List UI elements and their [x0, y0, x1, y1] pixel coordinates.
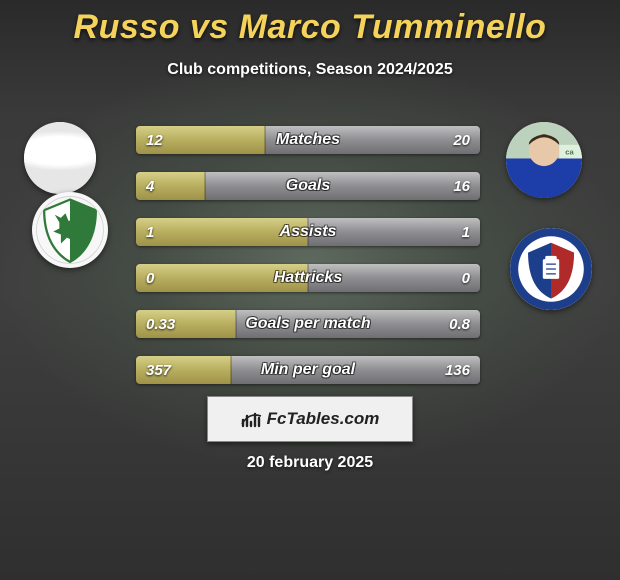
stat-label: Goals: [136, 172, 480, 200]
stat-bar-chart: 12 20 Matches 4 16 Goals 1 1 Assists: [0, 108, 620, 408]
as-of-date: 20 february 2025: [0, 454, 620, 472]
stat-label: Goals per match: [136, 310, 480, 338]
stat-label: Hattricks: [136, 264, 480, 292]
bars-icon: [241, 410, 263, 428]
stat-row: 1 1 Assists: [136, 218, 480, 246]
stat-row: 0.33 0.8 Goals per match: [136, 310, 480, 338]
stat-row: 4 16 Goals: [136, 172, 480, 200]
stat-label: Min per goal: [136, 356, 480, 384]
source-logo: FcTables.com: [241, 409, 380, 429]
comparison-infographic: Russo vs Marco Tumminello Club competiti…: [0, 0, 620, 580]
stat-row: 357 136 Min per goal: [136, 356, 480, 384]
page-subtitle: Club competitions, Season 2024/2025: [0, 61, 620, 79]
page-title: Russo vs Marco Tumminello: [0, 0, 620, 47]
source-logo-panel: FcTables.com: [207, 396, 413, 442]
stat-row: 0 0 Hattricks: [136, 264, 480, 292]
stat-label: Assists: [136, 218, 480, 246]
stat-row: 12 20 Matches: [136, 126, 480, 154]
source-logo-text: FcTables.com: [267, 409, 380, 429]
stat-label: Matches: [136, 126, 480, 154]
